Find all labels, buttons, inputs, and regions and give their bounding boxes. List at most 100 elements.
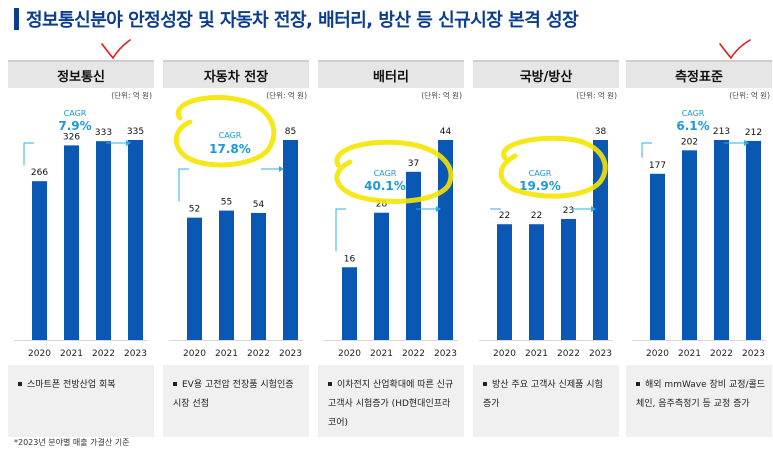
data-label: 333: [95, 128, 112, 138]
data-label: 177: [649, 161, 666, 171]
chart-title: 자동차 전장: [163, 60, 309, 88]
note-box: EV용 고전압 전장품 시험인증 시장 선점: [163, 365, 309, 437]
unit-label: (단위: 억 원): [421, 91, 462, 100]
unit-label: (단위: 억 원): [111, 91, 152, 100]
bar: [219, 210, 234, 340]
bullet-icon: [173, 381, 177, 386]
data-label: 23: [563, 206, 574, 216]
chart-panel: 배터리 (단위: 억 원) 16 2020 28 2021 37 2022 44 2023 CAGR…: [318, 60, 464, 440]
bar: [529, 224, 544, 340]
data-label: 22: [499, 211, 510, 221]
data-label: 16: [344, 254, 356, 264]
data-label: 22: [531, 211, 542, 221]
data-label: 55: [221, 198, 232, 208]
x-tick-label: 2020: [493, 349, 516, 359]
bullet-icon: [328, 381, 332, 386]
x-tick-label: 2020: [338, 349, 361, 359]
x-tick-label: 2021: [678, 349, 701, 359]
cagr-bracket: [641, 142, 652, 158]
bar: [96, 141, 111, 340]
x-tick-label: 2022: [557, 349, 580, 359]
note-text: 스마트폰 전방산업 회복: [27, 380, 116, 390]
arrow-head-icon: [591, 206, 596, 212]
cagr-label: CAGR: [529, 169, 552, 178]
note-text: 방산 주요 고객사 신제품 시험 증가: [483, 380, 603, 409]
bar: [128, 140, 143, 340]
data-label: 37: [408, 159, 419, 169]
unit-label: (단위: 억 원): [729, 91, 770, 100]
unit-label: (단위: 억 원): [266, 91, 307, 100]
cagr-label: CAGR: [682, 109, 705, 118]
x-tick-label: 2021: [215, 349, 238, 359]
data-label: 202: [681, 137, 698, 147]
bar: [593, 140, 608, 340]
x-tick-label: 2020: [183, 349, 206, 359]
data-label: 326: [63, 132, 80, 142]
x-tick-label: 2022: [247, 349, 270, 359]
note-box: 해외 mmWave 장비 교정/콜드 체인, 음주측정기 등 교정 증가: [626, 365, 772, 437]
cagr-value: 7.9%: [58, 119, 91, 133]
bar: [342, 267, 357, 340]
x-tick-label: 2022: [92, 349, 115, 359]
cagr-bracket: [178, 168, 189, 202]
bar: [438, 140, 453, 340]
unit-label: (단위: 억 원): [576, 91, 617, 100]
cagr-label: CAGR: [374, 169, 397, 178]
x-tick-label: 2021: [370, 349, 393, 359]
arrow-head-icon: [126, 140, 131, 146]
cagr-value: 19.9%: [519, 179, 561, 193]
footnote: *2023년 분야별 매출 가결산 기준: [14, 438, 130, 447]
bar: [561, 218, 576, 340]
note-text: 해외 mmWave 장비 교정/콜드 체인, 음주측정기 등 교정 증가: [636, 380, 766, 409]
arrow-head-icon: [279, 166, 284, 172]
bullet-icon: [636, 381, 640, 386]
cagr-bracket: [335, 208, 346, 252]
x-tick-label: 2023: [279, 349, 302, 359]
data-label: 44: [440, 127, 452, 137]
data-label: 335: [127, 127, 144, 137]
bar: [682, 150, 697, 340]
data-label: 28: [376, 200, 388, 210]
bar: [187, 217, 202, 340]
bar: [650, 173, 665, 340]
bar: [406, 171, 421, 340]
note-box: 스마트폰 전방산업 회복: [8, 365, 154, 437]
bar: [283, 140, 298, 340]
data-label: 54: [253, 200, 265, 210]
x-tick-label: 2023: [589, 349, 612, 359]
cagr-value: 17.8%: [209, 142, 251, 156]
bar: [746, 140, 761, 340]
bar-chart: 52 2020 55 2021 54 2022 85 2023 CAGR 17.8%: [169, 127, 303, 359]
note-text: EV용 고전압 전장품 시험인증 시장 선점: [173, 380, 294, 409]
chart-panel: 국방/방산 (단위: 억 원) 22 2020 22 2021 23 2022 38 2023 CA…: [473, 60, 619, 440]
data-label: 213: [713, 127, 730, 137]
bar: [714, 140, 729, 340]
cagr-value: 40.1%: [364, 179, 406, 193]
check-mark-icon: [101, 39, 131, 60]
chart-panel: 자동차 전장 (단위: 억 원) 52 2020 55 2021 54 2022 85 2023 C…: [163, 60, 309, 440]
x-tick-label: 2023: [434, 349, 457, 359]
data-label: 38: [595, 127, 607, 137]
cagr-bracket: [23, 142, 34, 166]
note-box: 이차전지 산업확대에 따른 신규 고객사 시험증가 (HD현대인프라코어): [318, 365, 464, 437]
chart-panel: 측정표준 (단위: 억 원) 177 2020 202 2021 213 2022 212 202…: [626, 60, 772, 440]
x-tick-label: 2021: [60, 349, 83, 359]
arrow-head-icon: [744, 140, 749, 146]
x-tick-label: 2022: [402, 349, 425, 359]
data-label: 85: [285, 127, 296, 137]
bar: [64, 145, 79, 340]
x-tick-label: 2023: [742, 349, 765, 359]
bar: [32, 181, 47, 340]
bar: [374, 212, 389, 340]
cagr-bracket: [490, 208, 501, 210]
cagr-value: 6.1%: [676, 119, 709, 133]
bullet-icon: [18, 381, 22, 386]
chart-panel: 정보통신 (단위: 억 원) 266 2020 326 2021 333 2022 335 202…: [8, 60, 154, 440]
title-accent-bar: [14, 8, 19, 30]
data-label: 52: [189, 205, 200, 215]
data-label: 212: [745, 128, 762, 138]
bullet-icon: [483, 381, 487, 386]
